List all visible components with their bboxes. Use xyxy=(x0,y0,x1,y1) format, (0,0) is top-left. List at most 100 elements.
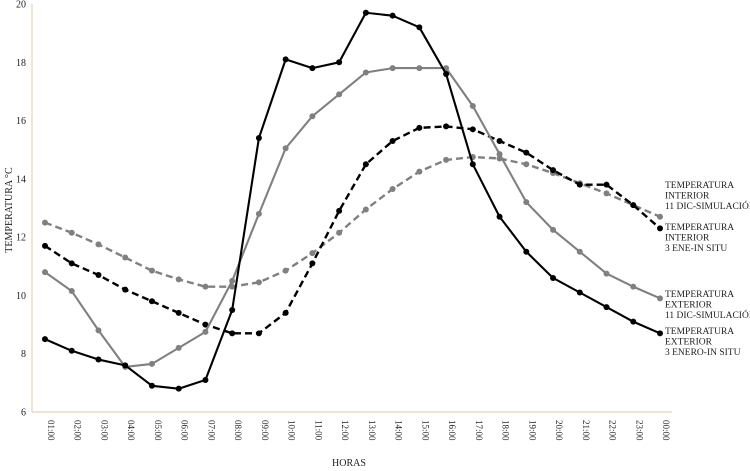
data-point-series-2 xyxy=(202,321,209,328)
data-point-series-4 xyxy=(630,318,637,325)
data-point-series-4 xyxy=(336,59,343,66)
x-tick-label: 09:00 xyxy=(260,420,270,441)
data-point-series-3 xyxy=(362,69,369,76)
y-tick-label: 14 xyxy=(16,174,26,185)
data-point-series-4 xyxy=(229,307,236,313)
data-point-series-1 xyxy=(443,156,450,163)
data-point-series-3 xyxy=(416,65,423,72)
data-point-series-2 xyxy=(95,272,102,279)
legend-label: TEMPERATURA INTERIOR 11 DIC-SIMULACIÓN xyxy=(665,181,750,212)
data-point-series-2 xyxy=(255,330,262,337)
data-point-series-3 xyxy=(282,145,289,152)
data-point-series-4 xyxy=(122,362,129,369)
data-point-series-3 xyxy=(496,151,503,158)
x-tick-label: 05:00 xyxy=(153,420,163,441)
data-point-series-1 xyxy=(336,229,343,236)
data-point-series-1 xyxy=(362,206,369,213)
data-point-series-1 xyxy=(255,279,262,286)
data-point-series-1 xyxy=(175,276,182,283)
data-point-series-2 xyxy=(389,137,396,144)
data-point-series-3 xyxy=(95,327,102,334)
x-tick-label: 17:00 xyxy=(474,420,484,441)
data-point-series-4 xyxy=(550,274,557,281)
x-tick-label: 11:00 xyxy=(313,420,323,441)
x-tick-label: 15:00 xyxy=(420,420,430,441)
data-point-series-1 xyxy=(389,186,396,193)
y-tick-label: 16 xyxy=(16,116,26,127)
data-point-series-3 xyxy=(148,360,155,367)
data-point-series-1 xyxy=(148,267,155,274)
data-point-series-3 xyxy=(630,283,637,290)
data-point-series-4 xyxy=(496,213,503,220)
x-tick-label: 07:00 xyxy=(206,420,216,441)
legend-label: TEMPERATURA EXTERIOR 11 DIC-SIMULACIÓN xyxy=(665,290,750,321)
x-tick-label: 03:00 xyxy=(99,420,109,441)
data-point-series-3 xyxy=(42,269,48,276)
y-tick-label: 20 xyxy=(16,0,26,11)
x-tick-label: 04:00 xyxy=(126,420,136,441)
data-point-series-2 xyxy=(443,123,450,130)
data-point-series-1 xyxy=(657,213,663,220)
data-point-series-4 xyxy=(68,347,75,354)
x-tick-label: 20:00 xyxy=(554,420,564,441)
data-point-series-2 xyxy=(630,202,637,209)
data-point-series-2 xyxy=(496,137,503,144)
data-point-series-1 xyxy=(122,254,129,261)
data-point-series-4 xyxy=(389,12,396,19)
data-point-series-3 xyxy=(523,199,530,206)
data-point-series-2 xyxy=(336,207,343,214)
data-point-series-2 xyxy=(523,149,530,156)
data-point-series-4 xyxy=(523,248,530,255)
data-point-series-4 xyxy=(576,289,583,296)
data-point-series-2 xyxy=(416,124,423,131)
x-tick-label: 08:00 xyxy=(233,420,243,441)
x-tick-label: 13:00 xyxy=(367,420,377,441)
data-point-series-1 xyxy=(282,267,289,274)
data-point-series-1 xyxy=(68,229,75,236)
data-point-series-4 xyxy=(603,304,610,311)
data-point-series-3 xyxy=(550,226,557,233)
data-point-series-4 xyxy=(443,70,450,77)
data-point-series-2 xyxy=(122,286,129,293)
data-point-series-1 xyxy=(523,161,530,168)
data-point-series-2 xyxy=(603,181,610,188)
x-tick-label: 16:00 xyxy=(447,420,457,441)
data-point-series-3 xyxy=(309,113,316,120)
y-tick-labels: 6 8 10 12 14 16 18 20 xyxy=(16,0,26,419)
x-axis-title: HORAS xyxy=(332,458,366,469)
series-line-1 xyxy=(44,155,661,288)
data-point-series-3 xyxy=(603,270,610,277)
data-point-series-2 xyxy=(175,309,182,316)
data-point-series-4 xyxy=(202,376,209,383)
data-point-series-3 xyxy=(469,103,476,109)
data-point-series-2 xyxy=(550,167,557,174)
y-tick-label: 8 xyxy=(21,349,26,360)
data-point-series-4 xyxy=(309,65,316,72)
data-point-series-3 xyxy=(255,210,262,217)
data-point-series-3 xyxy=(175,344,182,351)
x-tick-label: 18:00 xyxy=(501,420,511,441)
data-point-series-3 xyxy=(202,328,209,335)
data-point-series-3 xyxy=(657,295,663,302)
data-point-series-4 xyxy=(282,56,289,63)
data-point-series-3 xyxy=(576,248,583,255)
legend: TEMPERATURA INTERIOR 11 DIC-SIMULACIÓN TEMP… xyxy=(665,181,750,358)
data-point-series-2 xyxy=(576,181,583,188)
legend-entry-3: TEMPERATURA EXTERIOR 11 DIC-SIMULACIÓN xyxy=(665,290,750,321)
y-tick-label: 12 xyxy=(16,233,26,244)
data-point-series-4 xyxy=(148,382,155,389)
x-tick-label: 01:00 xyxy=(46,420,56,441)
x-tick-labels: 01:00 02:00 03:00 04:00 05:00 06:00 07:00 08:00… xyxy=(46,420,671,441)
legend-entry-1: TEMPERATURA INTERIOR 11 DIC-SIMULACIÓN xyxy=(665,181,750,212)
data-point-series-2 xyxy=(362,161,369,168)
data-point-series-3 xyxy=(336,91,343,98)
x-tick-label: 22:00 xyxy=(608,420,618,441)
data-point-series-4 xyxy=(362,9,369,16)
axes xyxy=(31,4,672,413)
y-axis-title: TEMPERATURA °C xyxy=(4,167,15,253)
x-tick-label: 06:00 xyxy=(180,420,190,441)
y-tick-label: 10 xyxy=(16,291,26,302)
data-point-series-4 xyxy=(469,161,476,168)
data-point-series-1 xyxy=(416,168,423,175)
data-point-series-4 xyxy=(657,330,663,337)
